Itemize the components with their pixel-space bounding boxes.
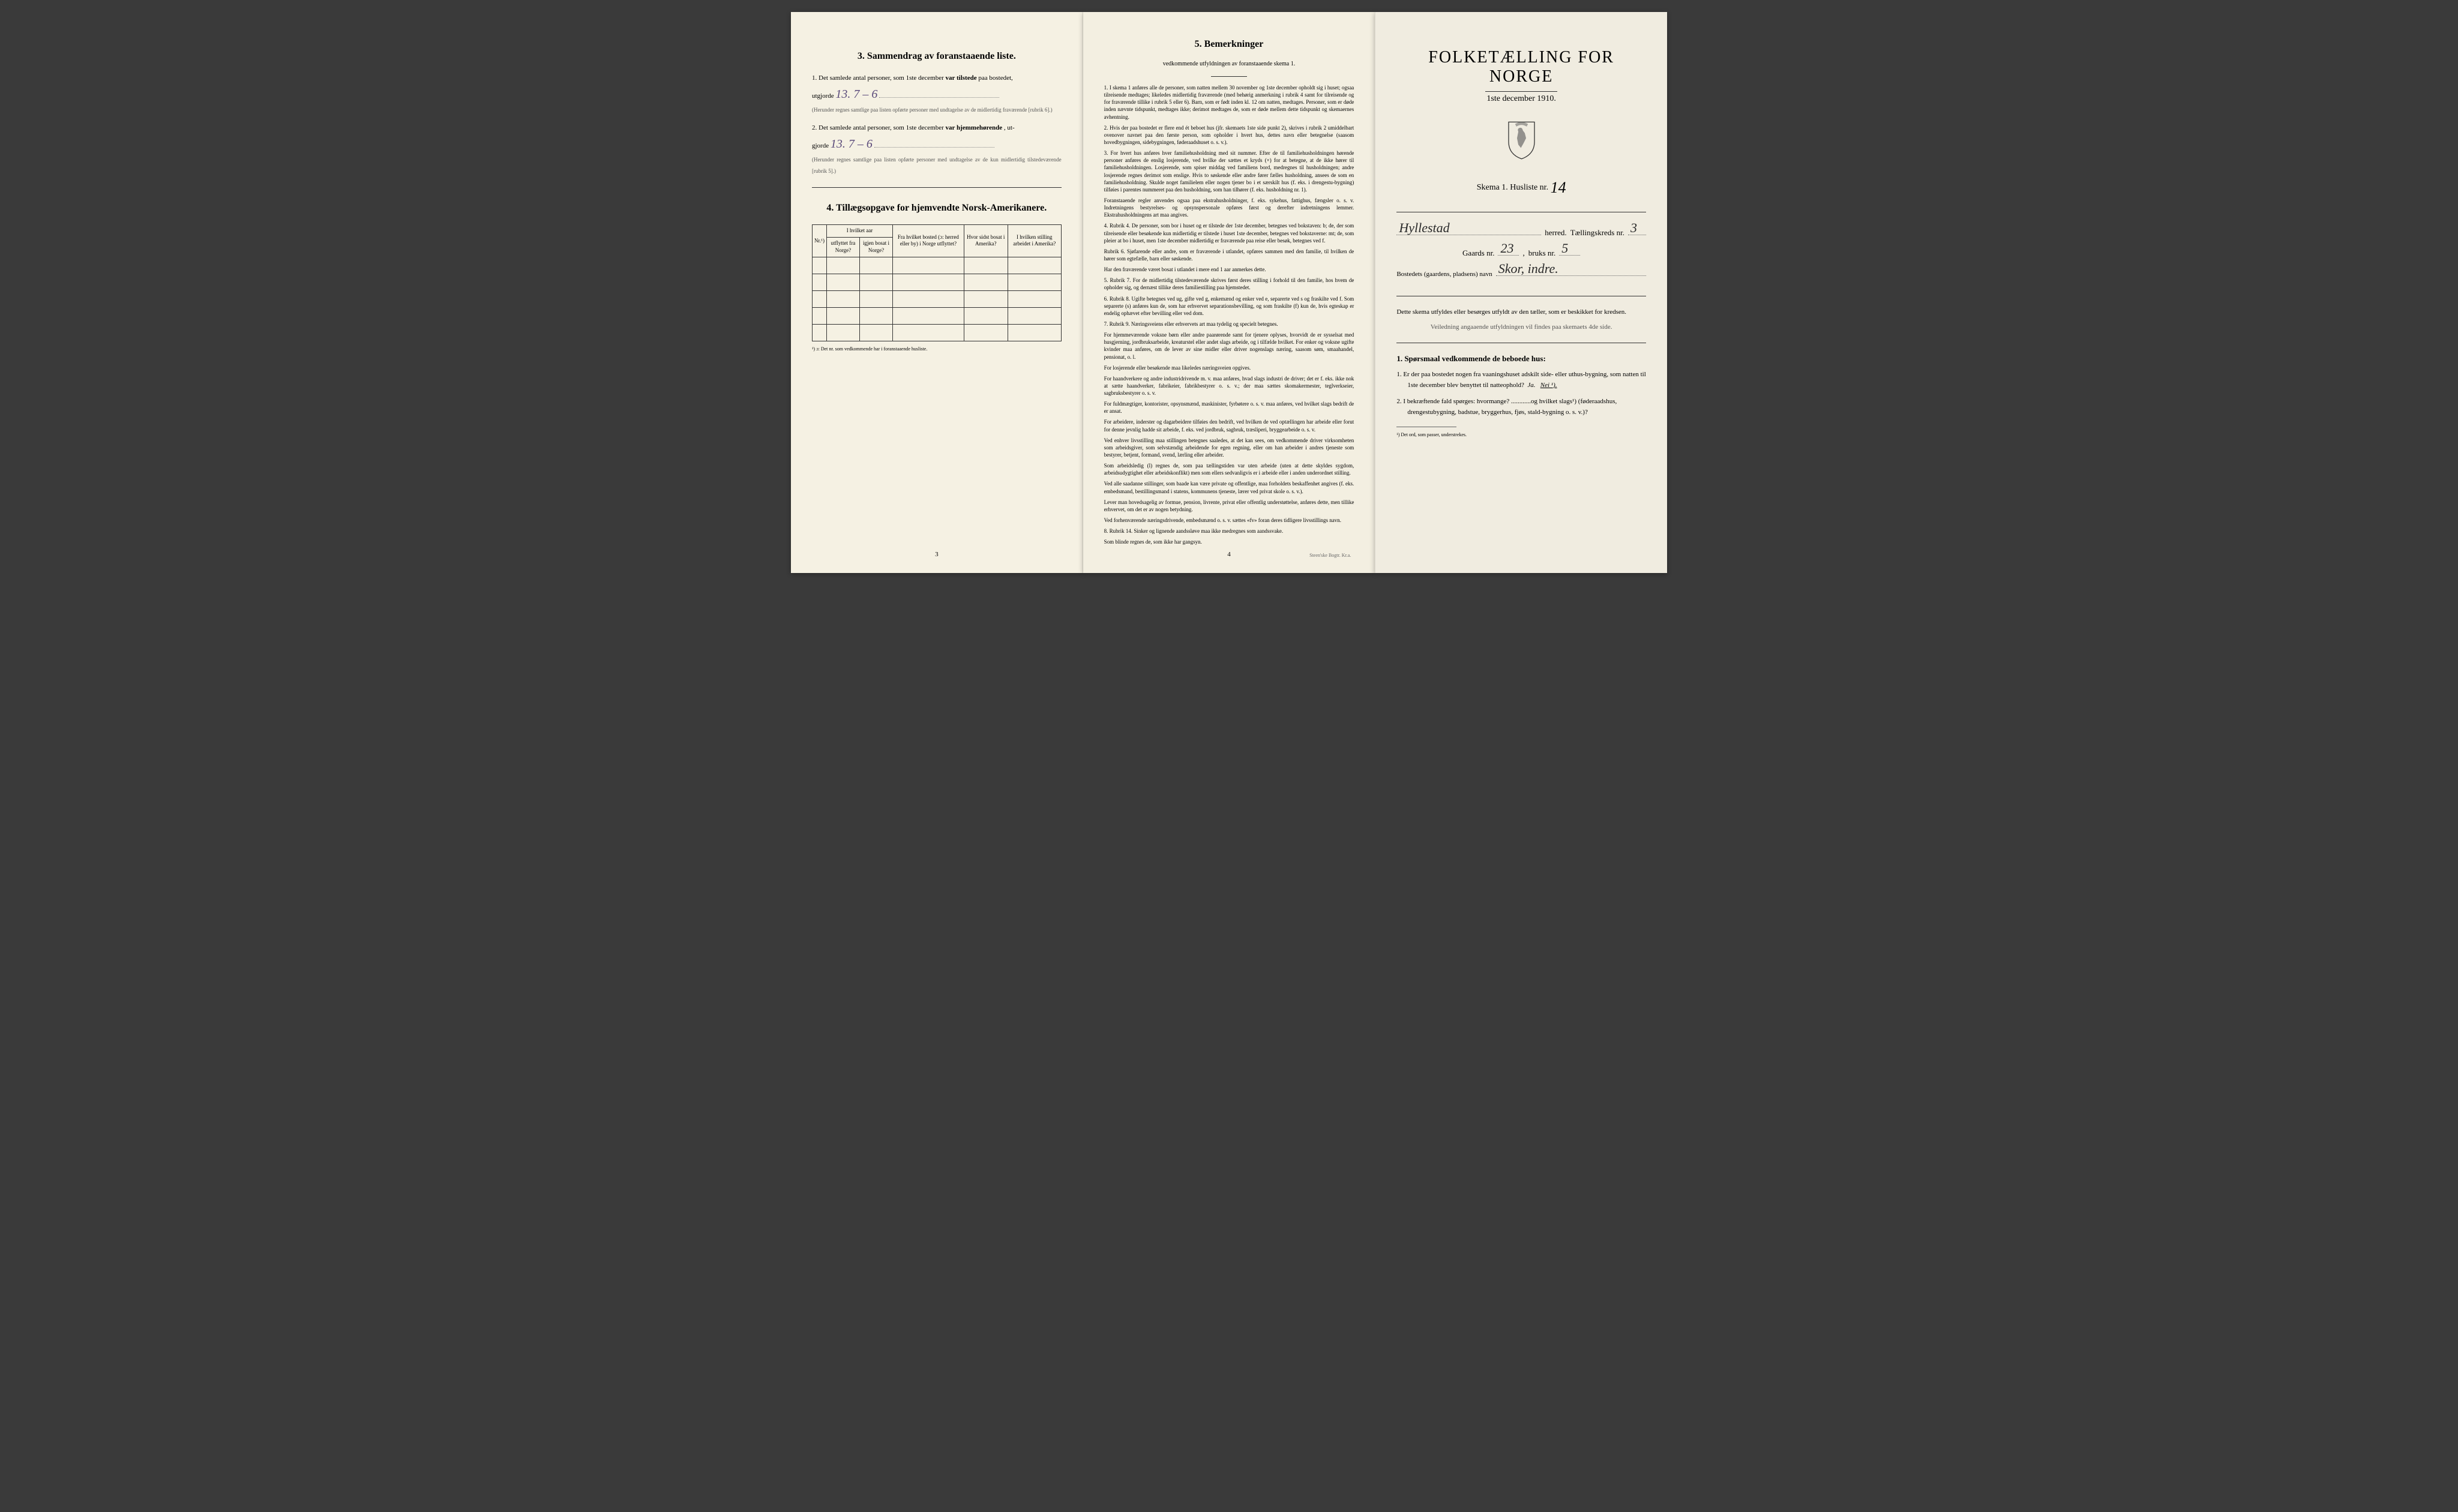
summary-item-2: 2. Det samlede antal personer, som 1ste … [812, 122, 1062, 176]
question-1: 1. Er der paa bostedet nogen fra vaaning… [1396, 370, 1646, 391]
bosted-line: Bostedets (gaardens, pladsens) navn Skor… [1396, 264, 1646, 278]
page-4: 5. Bemerkninger vedkommende utfyldningen… [1083, 12, 1375, 573]
summary-item-1: 1. Det samlede antal personer, som 1ste … [812, 73, 1062, 115]
remark-paragraph: Rubrik 6. Sjøfarende eller andre, som er… [1104, 248, 1354, 262]
col-nr: Nr.¹) [813, 225, 827, 257]
table-row [813, 324, 1062, 341]
bosted-value: Skor, indre. [1498, 261, 1558, 277]
remark-paragraph: Ved forhenværende næringsdrivende, embed… [1104, 517, 1354, 524]
remark-paragraph: 7. Rubrik 9. Næringsveiens eller erhverv… [1104, 320, 1354, 328]
emigrant-table-body [813, 257, 1062, 341]
remark-paragraph: 4. Rubrik 4. De personer, som bor i huse… [1104, 222, 1354, 244]
table-row [813, 257, 1062, 274]
col-from: Fra hvilket bosted (ɔ: herred eller by) … [893, 225, 964, 257]
instruction-2: Veiledning angaaende utfyldningen vil fi… [1396, 322, 1646, 332]
table-footnote: ¹) ɔ: Det nr. som vedkommende har i fora… [812, 346, 1062, 352]
herred-value: Hyllestad [1399, 220, 1449, 236]
page-number-3: 3 [935, 551, 939, 558]
skema-line: Skema 1. Husliste nr. 14 [1396, 179, 1646, 197]
remark-paragraph: Ved enhver livsstilling maa stillingen b… [1104, 437, 1354, 458]
remark-paragraph: 5. Rubrik 7. For de midlertidig tilstede… [1104, 277, 1354, 291]
section-3-title: 3. Sammendrag av foranstaaende liste. [812, 51, 1062, 62]
remarks-list: 1. I skema 1 anføres alle de personer, s… [1104, 84, 1354, 545]
table-row [813, 274, 1062, 290]
right-footnote: ¹) Det ord, som passer, understrekes. [1396, 432, 1646, 437]
husliste-nr-value: 14 [1551, 179, 1566, 196]
remark-paragraph: Som arbeidsledig (l) regnes de, som paa … [1104, 462, 1354, 476]
section-5-subtitle: vedkommende utfyldningen av foranstaaend… [1104, 61, 1354, 67]
table-row [813, 307, 1062, 324]
count-present-handwritten: 13. 7 – 6 [835, 88, 877, 101]
section-5-title: 5. Bemerkninger [1104, 39, 1354, 50]
remark-paragraph: Har den fraværende været bosat i utlande… [1104, 266, 1354, 273]
q1-answer-nei: Nei ¹). [1540, 382, 1557, 389]
herred-line: Hyllestad herred. Tællingskreds nr. 3 [1396, 223, 1646, 238]
remark-paragraph: For arbeidere, inderster og dagarbeidere… [1104, 418, 1354, 433]
remark-paragraph: 1. I skema 1 anføres alle de personer, s… [1104, 84, 1354, 121]
col-year-group: I hvilket aar [826, 225, 892, 238]
census-title: FOLKETÆLLING FOR NORGE [1396, 48, 1646, 86]
question-2: 2. I bekræftende fald spørges: hvormange… [1396, 397, 1646, 418]
remark-paragraph: 2. Hvis der paa bostedet er flere end ét… [1104, 124, 1354, 146]
remark-paragraph: 8. Rubrik 14. Sinker og lignende aandssl… [1104, 527, 1354, 535]
question-heading: 1. Spørsmaal vedkommende de beboede hus: [1396, 354, 1646, 364]
page-3: 3. Sammendrag av foranstaaende liste. 1.… [791, 12, 1083, 573]
remark-paragraph: For hjemmeværende voksne børn eller andr… [1104, 331, 1354, 361]
section-4-title: 4. Tillægsopgave for hjemvendte Norsk-Am… [812, 203, 1062, 214]
instruction-1: Dette skema utfyldes eller besørges utfy… [1396, 307, 1646, 317]
census-document: 3. Sammendrag av foranstaaende liste. 1.… [791, 12, 1667, 573]
printer-mark: Steen'ske Bogtr. Kr.a. [1309, 553, 1351, 558]
count-resident-handwritten: 13. 7 – 6 [831, 137, 873, 151]
col-year-return: igjen bosat i Norge? [859, 238, 892, 257]
col-job: I hvilken stilling arbeidet i Amerika? [1008, 225, 1061, 257]
remark-paragraph: Foranstaaende regler anvendes ogsaa paa … [1104, 197, 1354, 218]
remark-paragraph: For haandverkere og andre industridriven… [1104, 375, 1354, 397]
remark-paragraph: Lever man hovedsagelig av formue, pensio… [1104, 499, 1354, 513]
emigrant-table: Nr.¹) I hvilket aar Fra hvilket bosted (… [812, 224, 1062, 341]
section-divider [812, 187, 1062, 188]
col-year-left: utflyttet fra Norge? [826, 238, 859, 257]
remark-paragraph: For fuldmægtiger, kontorister, opsynsmæn… [1104, 400, 1354, 415]
gaard-line: Gaards nr. 23 , bruks nr. 5 [1396, 244, 1646, 258]
kreds-value: 3 [1630, 220, 1637, 236]
remark-paragraph: For losjerende eller besøkende maa likel… [1104, 364, 1354, 371]
gaard-value: 23 [1500, 241, 1513, 256]
remark-paragraph: 3. For hvert hus anføres hver familiehus… [1104, 149, 1354, 193]
cover-page: FOLKETÆLLING FOR NORGE 1ste december 191… [1375, 12, 1667, 573]
census-date: 1ste december 1910. [1396, 94, 1646, 104]
col-where: Hvor sidst bosat i Amerika? [964, 225, 1008, 257]
remark-paragraph: Ved alle saadanne stillinger, som baade … [1104, 480, 1354, 494]
remark-paragraph: 6. Rubrik 8. Ugifte betegnes ved ug, gif… [1104, 295, 1354, 317]
coat-of-arms-icon [1396, 119, 1646, 164]
bruk-value: 5 [1561, 241, 1568, 256]
remark-paragraph: Som blinde regnes de, som ikke har gangs… [1104, 538, 1354, 545]
page-number-4: 4 [1227, 551, 1231, 558]
table-row [813, 290, 1062, 307]
